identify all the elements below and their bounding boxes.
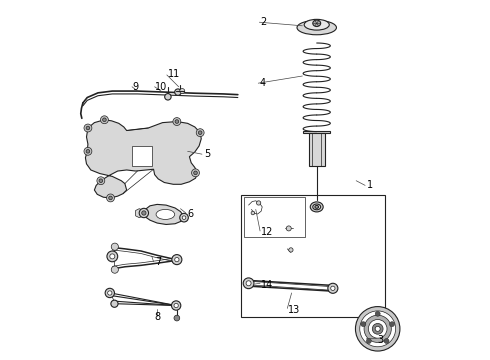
Circle shape [111,243,119,250]
Text: 8: 8 [154,312,160,322]
Circle shape [108,291,112,295]
Polygon shape [309,134,324,166]
Circle shape [360,311,395,347]
Circle shape [180,89,185,94]
Text: 11: 11 [168,69,180,79]
Text: 14: 14 [261,280,273,290]
Circle shape [175,257,179,262]
Text: 4: 4 [259,78,266,88]
Ellipse shape [313,204,320,210]
Circle shape [111,300,118,307]
Circle shape [110,254,115,259]
Bar [244,197,304,237]
Circle shape [102,118,106,122]
Circle shape [97,177,105,185]
Text: 7: 7 [155,257,162,267]
Ellipse shape [315,206,318,208]
Circle shape [246,281,251,286]
Text: 13: 13 [288,305,300,315]
Circle shape [139,208,148,218]
Circle shape [368,319,387,338]
Circle shape [372,323,383,334]
Circle shape [105,288,115,298]
Circle shape [84,147,92,155]
Circle shape [331,286,335,291]
Circle shape [84,124,92,132]
Ellipse shape [310,202,323,212]
Polygon shape [85,120,201,198]
Circle shape [328,283,338,293]
Circle shape [111,266,119,273]
Circle shape [175,120,179,123]
Circle shape [196,129,204,136]
Polygon shape [144,204,184,225]
Circle shape [174,303,178,308]
Circle shape [107,194,115,202]
Circle shape [198,131,202,134]
Text: 6: 6 [188,209,194,219]
Circle shape [289,248,293,252]
Circle shape [165,94,171,100]
Circle shape [194,171,197,175]
Text: 12: 12 [261,227,273,237]
Circle shape [355,307,400,351]
Circle shape [175,89,181,95]
Circle shape [286,226,291,231]
Circle shape [390,321,394,327]
Circle shape [361,321,366,327]
Circle shape [99,179,102,183]
Circle shape [256,201,261,205]
Text: 9: 9 [132,82,138,92]
Ellipse shape [313,20,320,27]
Polygon shape [136,209,144,218]
Circle shape [384,338,389,343]
Ellipse shape [156,210,175,220]
Circle shape [107,251,118,262]
Circle shape [174,315,180,321]
Circle shape [367,338,371,343]
Circle shape [182,216,186,220]
Ellipse shape [304,19,329,30]
Circle shape [243,278,254,289]
Circle shape [172,301,181,310]
Bar [132,146,152,166]
Circle shape [86,126,90,130]
Circle shape [173,118,181,126]
Circle shape [375,326,380,331]
Circle shape [251,211,255,215]
Polygon shape [303,131,330,133]
Circle shape [142,211,146,215]
Circle shape [364,315,392,342]
Ellipse shape [297,21,337,35]
Circle shape [172,255,182,265]
Text: 10: 10 [155,82,167,92]
Text: 5: 5 [204,149,210,159]
Circle shape [86,149,90,153]
Bar [242,195,385,317]
Text: 1: 1 [367,180,373,190]
Circle shape [180,213,188,222]
Circle shape [109,196,112,200]
Text: 2: 2 [260,17,267,27]
Circle shape [100,116,108,124]
Text: 3: 3 [378,334,384,345]
Circle shape [192,169,199,177]
Circle shape [375,311,380,316]
